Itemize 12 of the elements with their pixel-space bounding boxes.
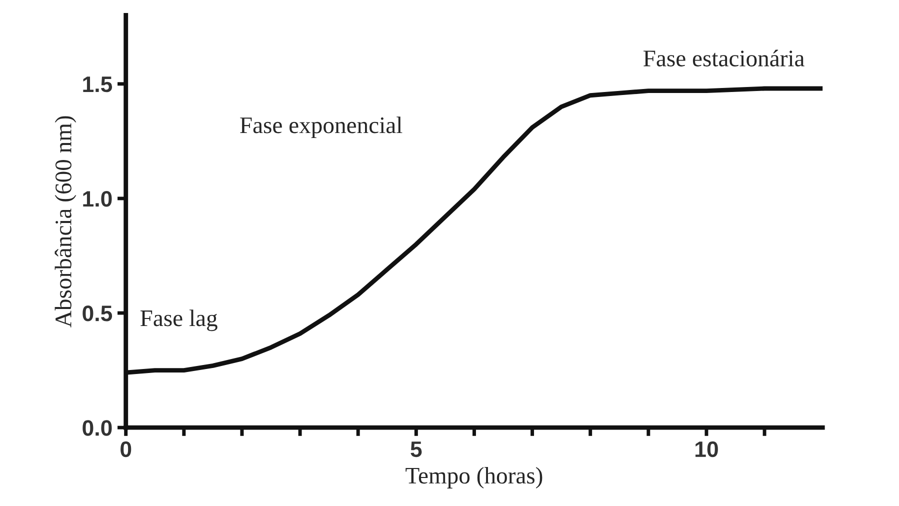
x-tick-label: 5: [410, 442, 422, 458]
y-axis-title: Absorbância (600 nm): [54, 116, 76, 328]
y-tick-label: 0.5: [82, 306, 112, 322]
annotation: Fase exponencial: [240, 116, 402, 138]
x-tick-label: 0: [120, 441, 132, 458]
annotation: Fase estacionária: [644, 50, 804, 66]
y-tick-label: 1.0: [83, 191, 112, 207]
x-tick-label: 10: [696, 441, 718, 458]
y-tick-label: 0.0: [82, 420, 112, 436]
y-tick-label: 1.5: [83, 76, 112, 92]
annotation: Fase lag: [140, 310, 218, 332]
x-axis-title: Tempo (horas): [406, 467, 542, 488]
